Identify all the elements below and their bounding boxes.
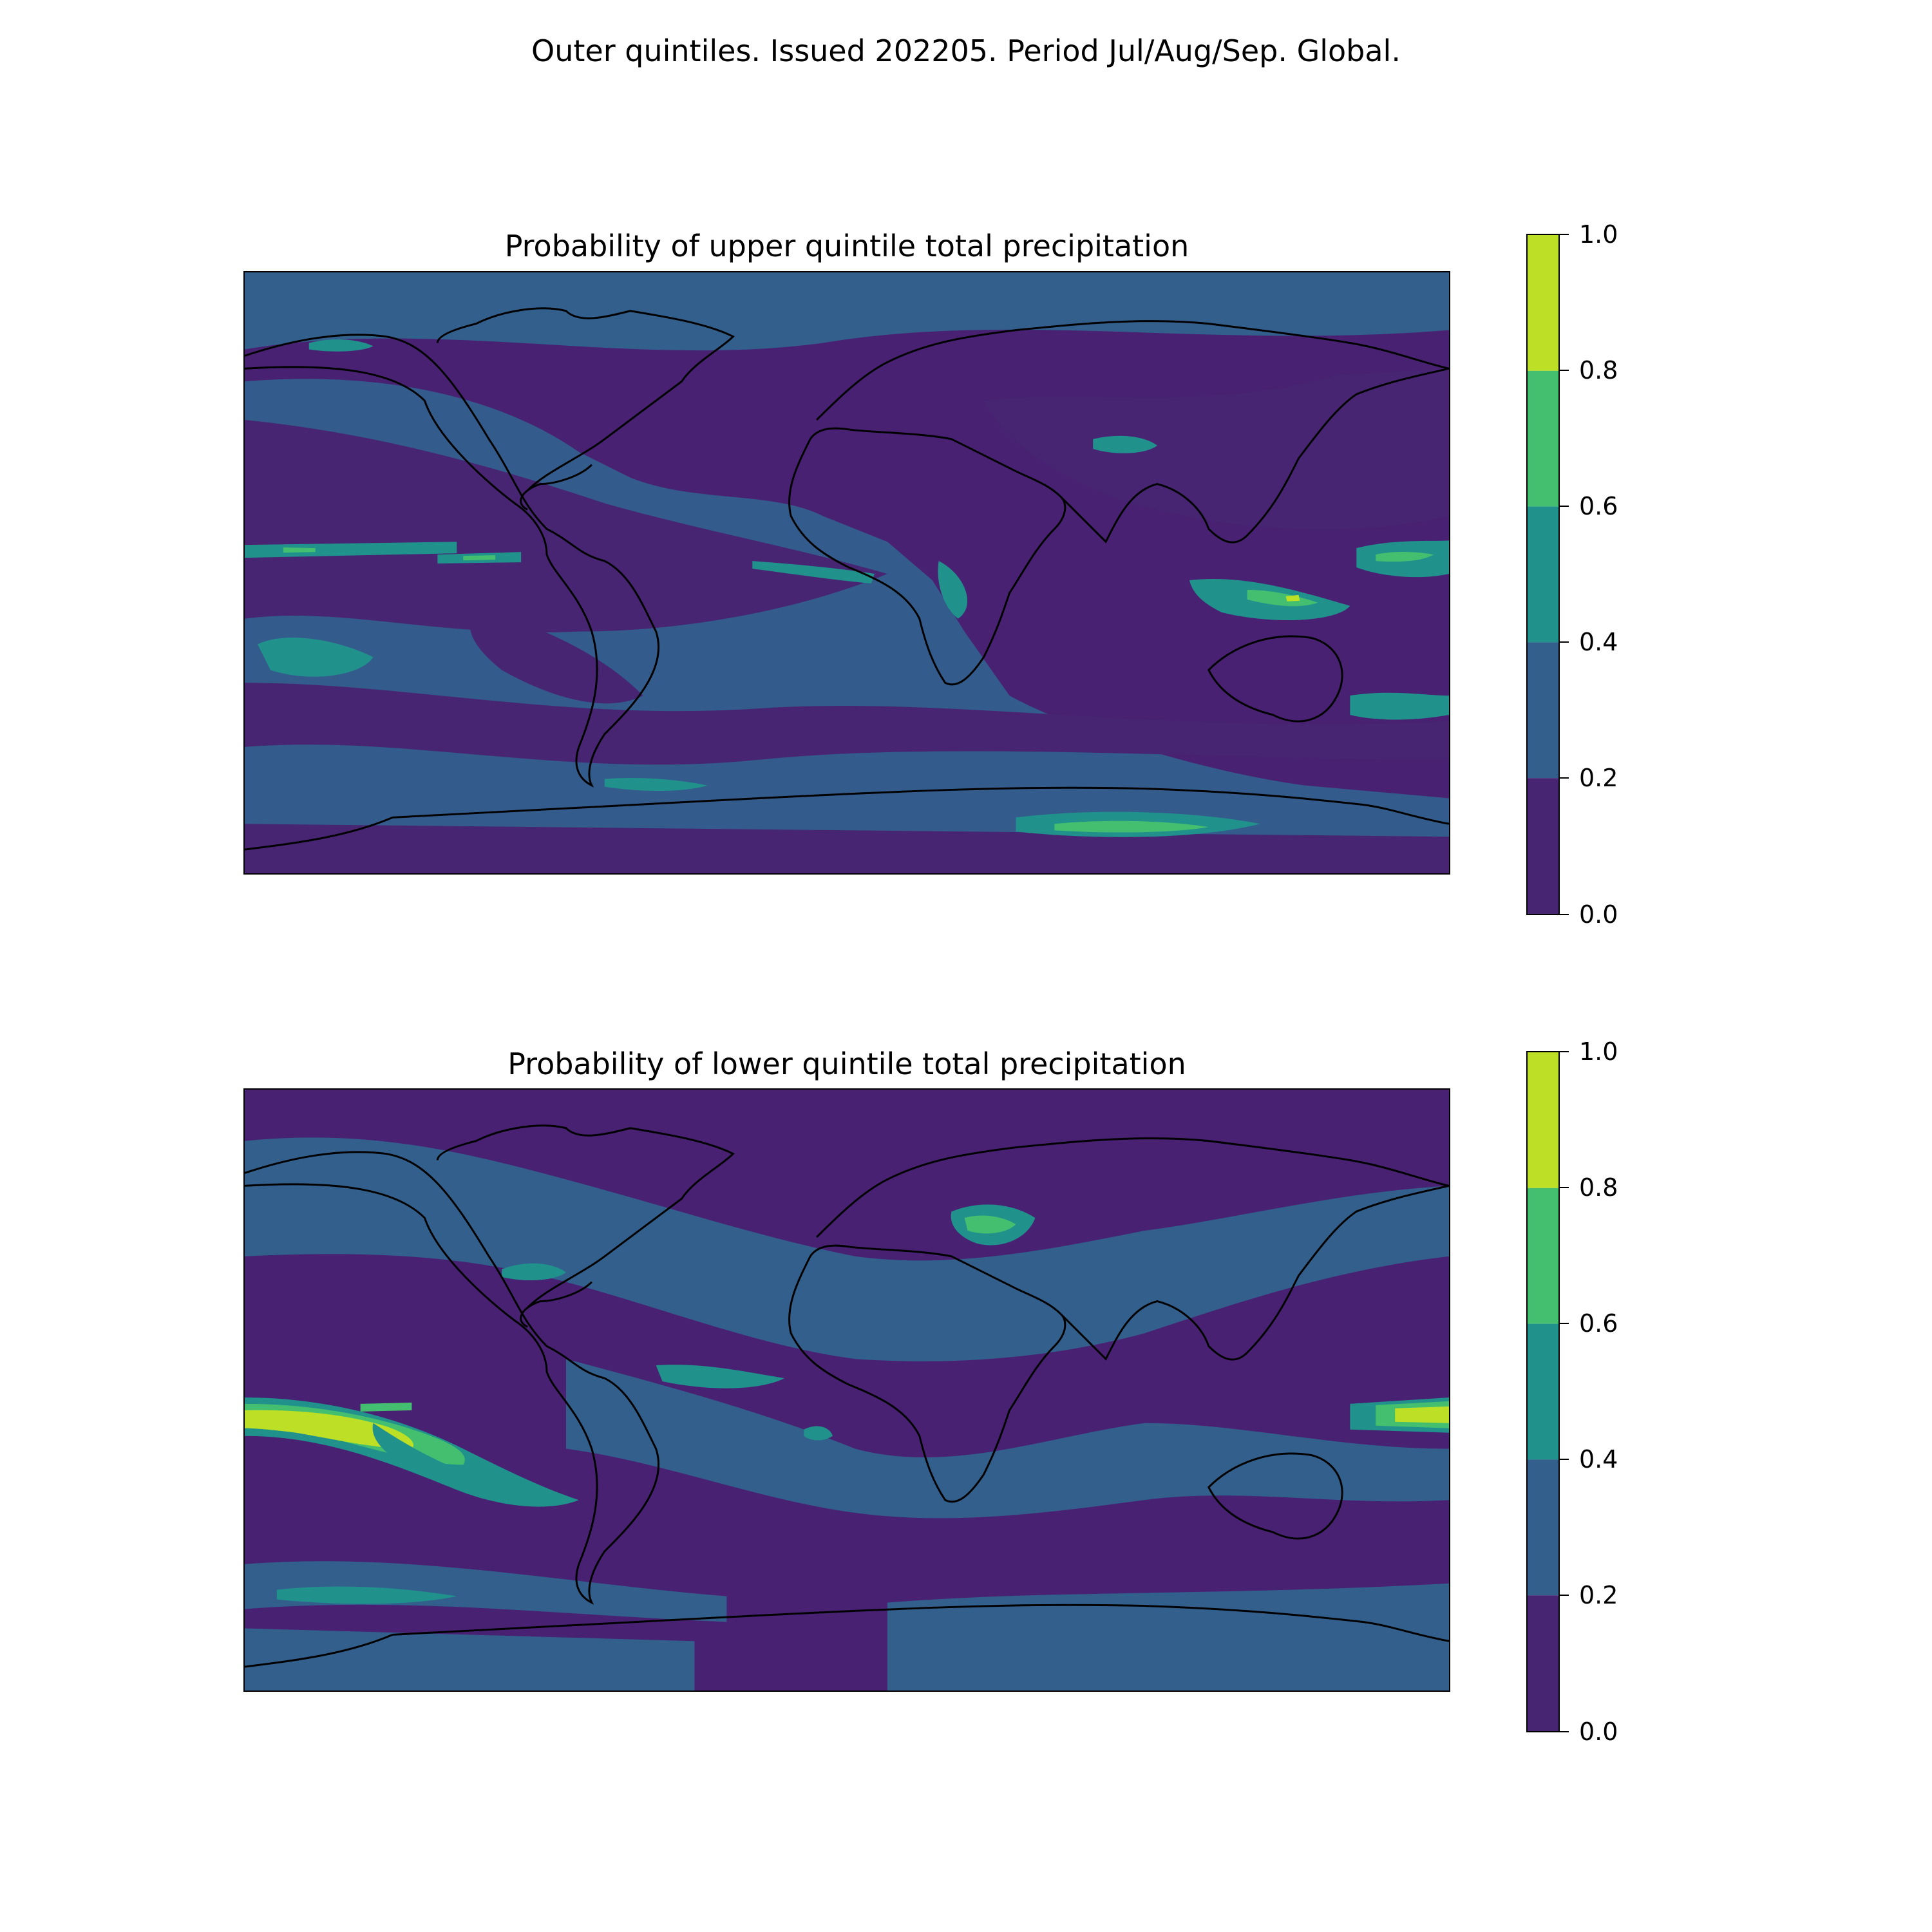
colorbar-segment [1528, 1323, 1558, 1460]
colorbar-tick [1560, 1187, 1569, 1188]
field-patch [360, 1402, 412, 1412]
upper-quintile-map [243, 271, 1450, 875]
colorbar-tick-label: 0.6 [1579, 1309, 1618, 1338]
colorbar-tick [1560, 641, 1569, 643]
lower-quintile-map [243, 1088, 1450, 1692]
upper-colorbar [1526, 234, 1560, 915]
field-patch [502, 1263, 566, 1281]
colorbar-tick-label: 1.0 [1579, 220, 1618, 249]
lower-coastlines [245, 1124, 1449, 1668]
field-patch [1247, 589, 1318, 607]
colorbar-tick [1560, 370, 1569, 371]
field-patch [1350, 692, 1449, 720]
field-patch [283, 547, 316, 553]
colorbar-tick-label: 0.0 [1579, 1718, 1618, 1746]
colorbar-tick [1560, 777, 1569, 779]
colorbar-segment [1528, 1052, 1558, 1188]
colorbar-segment [1528, 506, 1558, 643]
field-patch [245, 1410, 414, 1449]
field-patch [604, 777, 708, 791]
colorbar-segment [1528, 370, 1558, 507]
field-patch [463, 555, 496, 561]
colorbar-tick-label: 0.2 [1579, 1581, 1618, 1609]
field-band [469, 605, 643, 704]
colorbar-tick [1560, 234, 1569, 235]
colorbar-tick-label: 0.2 [1579, 764, 1618, 792]
colorbar-tick-label: 1.0 [1579, 1037, 1618, 1066]
field-patch [1395, 1406, 1449, 1423]
colorbar-segment [1528, 1188, 1558, 1324]
figure-title: Outer quintiles. Issued 202205. Period J… [531, 33, 1401, 68]
colorbar-segment [1528, 235, 1558, 371]
colorbar-tick-label: 0.8 [1579, 1173, 1618, 1202]
field-patch [308, 339, 374, 352]
field-patch [1093, 435, 1157, 453]
upper-map-title: Probability of upper quintile total prec… [504, 229, 1189, 263]
colorbar-segment [1528, 1595, 1558, 1731]
field-patch [257, 638, 374, 677]
field-patch [1054, 820, 1209, 833]
colorbar-tick-label: 0.4 [1579, 628, 1618, 656]
field-band [887, 1583, 1449, 1690]
lower-colorbar [1526, 1051, 1560, 1732]
field-patch [964, 1215, 1016, 1234]
field-patch [372, 1423, 515, 1490]
colorbar-tick-label: 0.8 [1579, 356, 1618, 384]
field-band [245, 272, 1449, 351]
field-patch [752, 561, 875, 583]
field-patch [1285, 594, 1300, 601]
field-patch [1376, 551, 1434, 562]
colorbar-tick [1560, 914, 1569, 915]
field-patch [656, 1365, 785, 1388]
colorbar-tick [1560, 506, 1569, 507]
colorbar-tick [1560, 1459, 1569, 1460]
upper-coastlines [245, 307, 1449, 851]
field-band [245, 1628, 695, 1690]
field-patch [938, 561, 968, 619]
upper-map-fields [245, 272, 1449, 873]
colorbar-tick [1560, 1731, 1569, 1732]
field-band [245, 683, 1449, 765]
colorbar-tick [1560, 1595, 1569, 1596]
colorbar-tick [1560, 1051, 1569, 1052]
colorbar-tick-label: 0.6 [1579, 492, 1618, 520]
colorbar-segment [1528, 1459, 1558, 1596]
field-patch [804, 1426, 833, 1441]
field-band [245, 420, 887, 632]
field-patch [276, 1586, 457, 1604]
colorbar-tick-label: 0.0 [1579, 900, 1618, 929]
colorbar-tick-label: 0.4 [1579, 1445, 1618, 1473]
field-band [245, 1561, 727, 1622]
field-band [983, 368, 1449, 530]
field-patch [245, 542, 457, 558]
colorbar-tick [1560, 1323, 1569, 1324]
lower-map-title: Probability of lower quintile total prec… [507, 1046, 1186, 1081]
colorbar-segment [1528, 642, 1558, 779]
field-band [565, 1359, 1449, 1519]
colorbar-segment [1528, 778, 1558, 914]
